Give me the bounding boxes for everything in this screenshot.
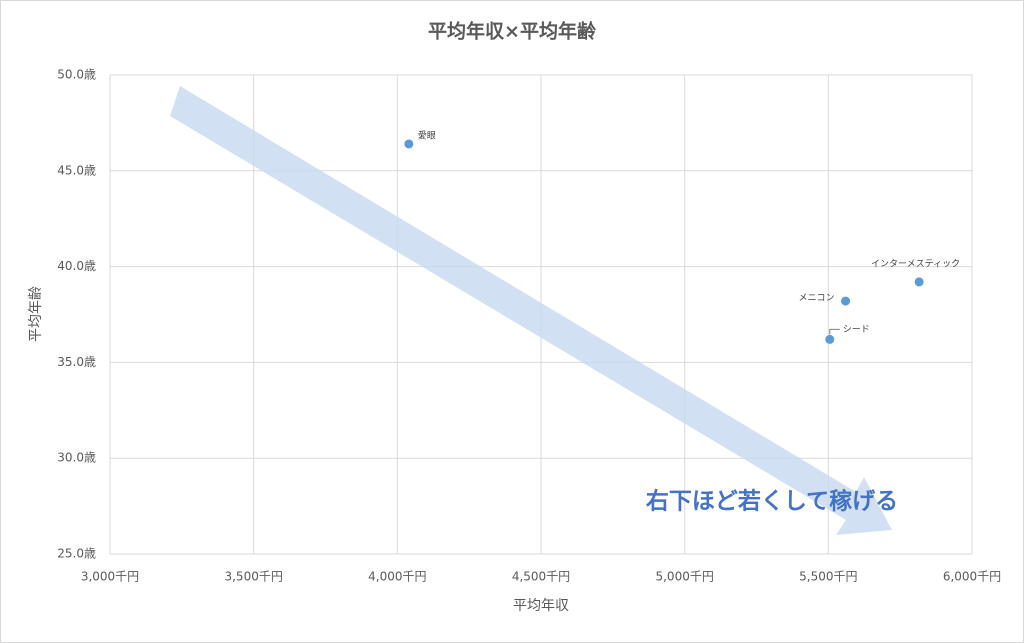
x-tick-label: 5,500千円 (799, 570, 857, 584)
x-tick-label: 4,000千円 (368, 570, 426, 584)
point (825, 334, 835, 344)
point (914, 277, 924, 287)
x-tick-label: 3,000千円 (81, 570, 139, 584)
point-label: メニコン (799, 294, 835, 304)
y-tick-label: 30.0歳 (57, 451, 96, 465)
x-tick-label: 6,000千円 (943, 570, 1001, 584)
annotation: 右下ほど若くして稼げる (646, 488, 898, 515)
y-tick-label: 45.0歳 (57, 163, 96, 177)
y-tick-label: 35.0歳 (57, 355, 96, 369)
point (841, 296, 851, 306)
y-tick-label: 25.0歳 (57, 547, 96, 561)
chart-title: 平均年収×平均年齢 (428, 20, 597, 43)
y-tick-label: 40.0歳 (57, 259, 96, 273)
point-label: インターメスティック (871, 258, 960, 269)
point (404, 139, 414, 149)
x-tick-label: 5,000千円 (655, 570, 713, 584)
x-tick-label: 3,500千円 (224, 570, 282, 584)
y-axis-title: 平均年齢 (28, 286, 44, 342)
y-tick-label: 50.0歳 (57, 68, 96, 82)
x-tick-label: 4,500千円 (512, 570, 570, 584)
leader-line (829, 328, 840, 335)
point-label: シード (843, 325, 870, 335)
x-axis-title: 平均年収 (513, 598, 569, 614)
trend-arrow (170, 86, 892, 535)
point-label: 愛眼 (418, 129, 436, 141)
